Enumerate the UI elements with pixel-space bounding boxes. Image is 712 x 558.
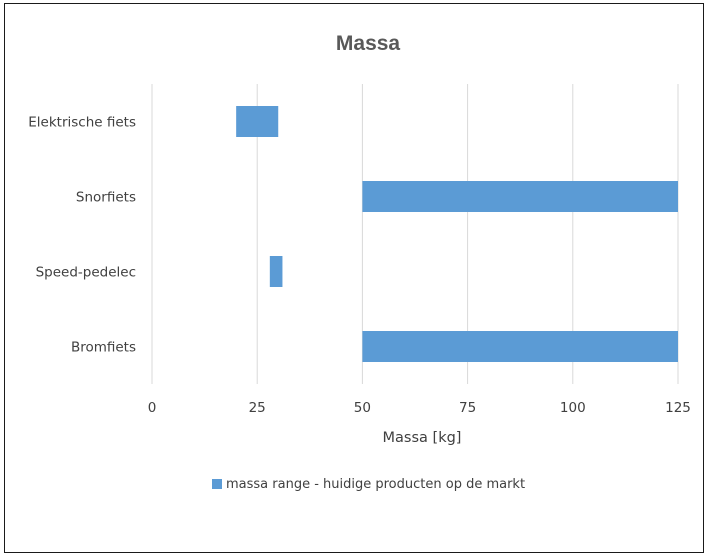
x-tick-label: 50 (354, 400, 371, 416)
category-label: Bromfiets (71, 340, 136, 356)
x-tick-label: 25 (249, 400, 266, 416)
legend[interactable]: massa range - huidige producten op de ma… (212, 477, 525, 492)
chart-title: Massa (336, 32, 401, 55)
x-tick-label: 75 (459, 400, 476, 416)
bar-elektrische-fiets[interactable] (236, 106, 279, 137)
bar-speed-pedelec[interactable] (269, 256, 283, 287)
legend-swatch (212, 479, 222, 489)
chart-svg: Massa Elektrische fiets Snorfiets Speed-pe… (28, 32, 691, 492)
tick-labels: 0 25 50 75 100 125 (148, 400, 691, 416)
category-label: Elektrische fiets (28, 115, 136, 131)
category-label: Snorfiets (76, 190, 136, 206)
bar-snorfiets[interactable] (362, 181, 678, 212)
x-tick-label: 0 (148, 400, 157, 416)
bars (236, 106, 678, 362)
legend-label: massa range - huidige producten op de ma… (226, 477, 525, 492)
category-label: Speed-pedelec (36, 265, 136, 281)
chart-frame: Massa Elektrische fiets Snorfiets Speed-pe… (4, 3, 704, 553)
category-labels: Elektrische fiets Snorfiets Speed-pedelec B… (28, 115, 136, 356)
x-tick-label: 125 (665, 400, 691, 416)
bar-bromfiets[interactable] (362, 331, 678, 362)
x-axis-title: Massa [kg] (383, 430, 462, 446)
x-tick-label: 100 (560, 400, 586, 416)
